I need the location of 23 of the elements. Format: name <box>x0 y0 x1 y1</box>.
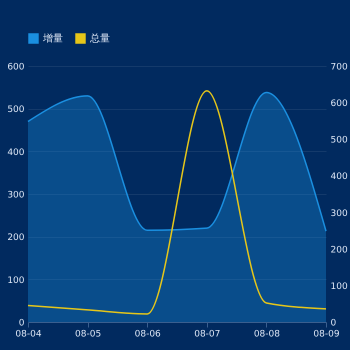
y-tick-label: 600 <box>7 62 25 72</box>
legend-label: 增量 <box>42 32 63 45</box>
y2-tick-label: 500 <box>330 136 348 146</box>
y-tick-label: 200 <box>7 233 25 244</box>
y2-tick-label: 300 <box>330 208 348 219</box>
y-tick-label: 100 <box>7 276 25 286</box>
x-tick-label: 08-05 <box>75 330 102 340</box>
x-tick-label: 08-07 <box>194 330 220 340</box>
y-tick-label: 400 <box>7 148 25 158</box>
x-tick-label: 08-08 <box>254 330 280 340</box>
y-tick-label: 0 <box>18 318 25 328</box>
y2-tick-label: 100 <box>330 282 348 292</box>
y2-tick-label: 700 <box>330 62 348 72</box>
y2-tick-label: 400 <box>330 172 348 182</box>
y-tick-label: 500 <box>7 105 25 116</box>
legend-label: 总量 <box>89 32 110 45</box>
y2-tick-label: 600 <box>330 99 348 110</box>
y-tick-label: 300 <box>7 190 25 200</box>
x-tick-label: 08-06 <box>134 330 162 340</box>
y2-tick-label: 200 <box>330 245 348 256</box>
x-tick-label: 08-04 <box>15 330 42 340</box>
y2-tick-label: 0 <box>330 318 336 328</box>
x-tick-label: 08-09 <box>313 330 340 340</box>
